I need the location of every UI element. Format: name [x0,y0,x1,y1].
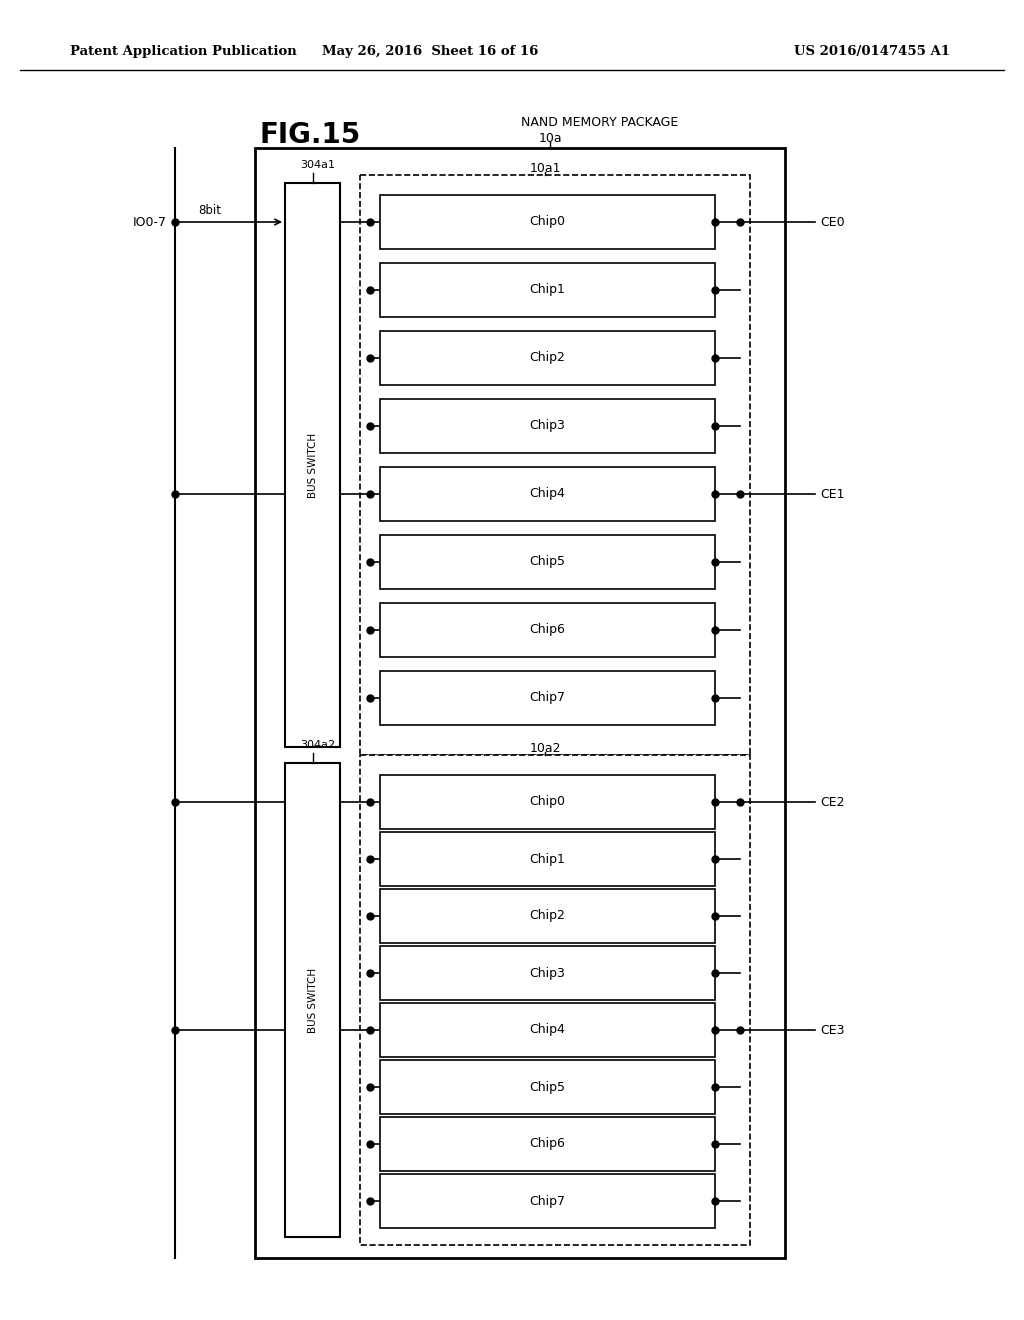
Bar [380,671,715,725]
Bar [380,888,715,942]
Bar [380,263,715,317]
Text: BUS SWITCH: BUS SWITCH [307,968,317,1032]
Bar [380,195,715,249]
Text: Chip5: Chip5 [529,556,565,569]
Bar [380,775,715,829]
Text: 304a2: 304a2 [300,741,335,750]
Bar [380,331,715,385]
Bar [255,148,785,1258]
Text: Chip3: Chip3 [529,420,565,433]
Text: Chip2: Chip2 [529,351,565,364]
Text: Chip4: Chip4 [529,1023,565,1036]
Text: Patent Application Publication: Patent Application Publication [70,45,297,58]
Text: US 2016/0147455 A1: US 2016/0147455 A1 [794,45,950,58]
Text: IO0-7: IO0-7 [133,215,167,228]
Text: 10a1: 10a1 [529,161,561,174]
Bar [380,1117,715,1171]
Text: Chip3: Chip3 [529,966,565,979]
Text: Chip6: Chip6 [529,623,565,636]
Text: Chip0: Chip0 [529,215,565,228]
Text: Chip7: Chip7 [529,692,565,705]
Bar [380,603,715,657]
Text: Chip5: Chip5 [529,1081,565,1093]
Bar [360,176,750,755]
Text: 10a2: 10a2 [529,742,561,755]
Bar [380,1173,715,1228]
Text: BUS SWITCH: BUS SWITCH [307,433,317,498]
Text: CE0: CE0 [820,215,845,228]
Bar [360,755,750,1245]
Text: CE3: CE3 [820,1023,845,1036]
Bar [285,183,340,747]
Text: Chip0: Chip0 [529,796,565,808]
Text: May 26, 2016  Sheet 16 of 16: May 26, 2016 Sheet 16 of 16 [322,45,539,58]
Bar [380,399,715,453]
Bar [380,467,715,521]
Text: CE1: CE1 [820,487,845,500]
Text: Chip2: Chip2 [529,909,565,923]
Text: Chip4: Chip4 [529,487,565,500]
Text: NAND MEMORY PACKAGE: NAND MEMORY PACKAGE [521,116,679,128]
Bar [285,763,340,1237]
Text: 304a1: 304a1 [300,160,335,170]
Bar [380,1003,715,1057]
Bar [380,535,715,589]
Text: 10a: 10a [539,132,562,144]
Text: Chip6: Chip6 [529,1138,565,1151]
Text: FIG.15: FIG.15 [259,121,360,149]
Text: Chip1: Chip1 [529,853,565,866]
Text: Chip1: Chip1 [529,284,565,297]
Text: 8bit: 8bit [199,203,221,216]
Bar [380,832,715,886]
Bar [380,946,715,1001]
Text: Chip7: Chip7 [529,1195,565,1208]
Bar [380,1060,715,1114]
Text: CE2: CE2 [820,796,845,808]
